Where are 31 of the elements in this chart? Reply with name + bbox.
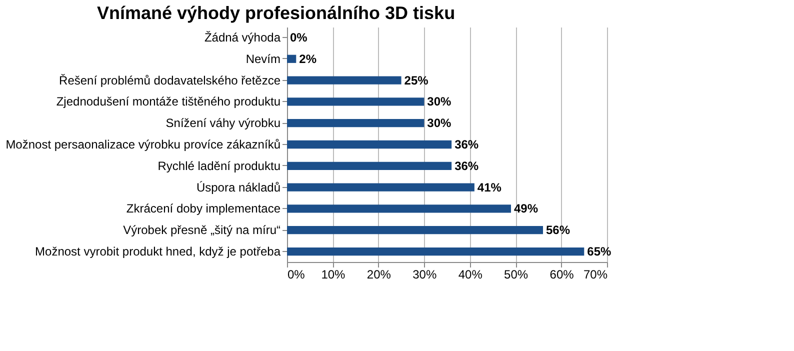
y-tick-label: Rychlé ladění produktu [158,158,280,173]
y-tick-label: Výrobek přesně „šitý na míru“ [123,223,280,238]
x-tick-label: 10% [321,268,346,282]
data-label: 0% [290,30,308,44]
y-tick-label: Zjednodušení montáže tištěného produktu [56,94,280,109]
x-tick-label: 0% [288,268,306,282]
y-tick-label: Úspora nákladů [196,180,280,194]
x-tick-label: 70% [583,268,608,282]
y-tick-label: Možnost vyrobit produkt hned, když je potřeba [35,244,281,259]
y-tick-label: Snížení váhy výrobku [166,116,280,130]
data-label: 30% [427,94,452,109]
chart-title: Vnímané výhody profesionálního 3D tisku [97,3,456,23]
x-tick-label: 60% [550,268,574,282]
y-tick-label: Žádná výhoda [204,30,281,44]
data-label: 25% [404,73,429,88]
x-tick-label: 30% [412,268,437,282]
y-tick-label: Možnost persaonalizace výrobku províce zákazníků [6,138,280,152]
data-label: 30% [427,116,452,130]
data-label: 2% [299,52,317,66]
x-tick-label: 40% [458,268,483,282]
data-label: 56% [546,223,570,238]
data-label: 41% [477,180,502,194]
x-tick-label: 20% [366,268,392,282]
x-tick-label: 50% [504,268,528,282]
y-tick-label: Řešení problémů dodavatelského řetězce [59,73,281,88]
y-tick-label: Nevím [246,52,280,66]
data-label: 65% [587,244,612,259]
data-label: 36% [454,138,479,152]
data-label: 36% [454,158,479,173]
y-tick-label: Zkrácení doby implementace [126,202,281,216]
data-label: 49% [514,202,538,216]
